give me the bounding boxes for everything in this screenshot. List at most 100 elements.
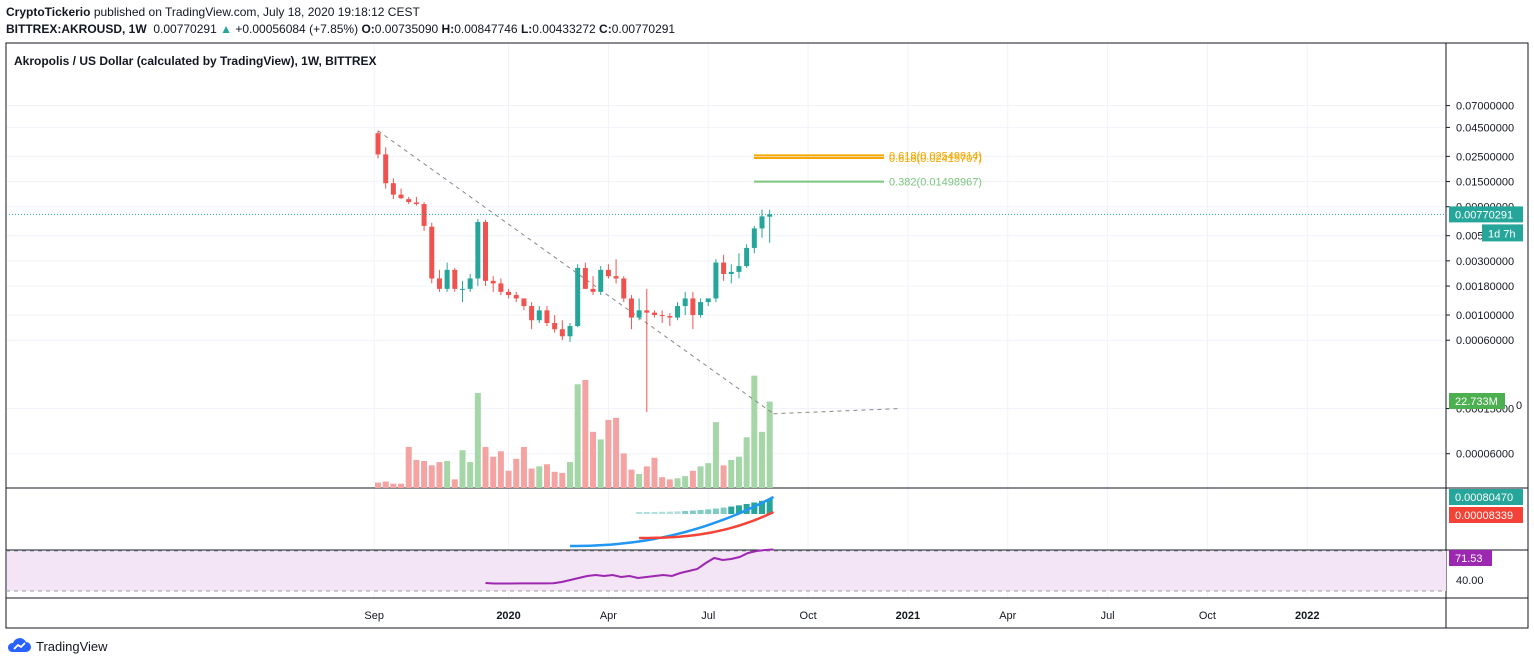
last-price-tag xyxy=(1449,206,1523,223)
rsi-panel xyxy=(6,548,1446,592)
candle-body xyxy=(475,222,481,279)
rsi-line xyxy=(485,548,774,585)
candle-body xyxy=(598,269,604,292)
candle-body xyxy=(605,269,611,277)
volume-bars xyxy=(375,375,773,488)
candle-body xyxy=(552,323,558,330)
volume-bar xyxy=(505,470,512,488)
price-tick-label: 0.00060000 xyxy=(1456,335,1514,347)
volume-bar xyxy=(751,375,758,488)
fibonacci-levels: 0.618(0.02415707)0.618(0.02549814) 0.382(… xyxy=(754,150,982,189)
volume-bar xyxy=(497,451,504,488)
price-tick-label-partial: 0 xyxy=(1516,400,1522,412)
indicator-histogram-bar xyxy=(682,511,689,514)
volume-bar xyxy=(390,483,397,488)
candle-body xyxy=(636,310,642,318)
volume-bar xyxy=(536,466,543,488)
up-arrow-icon: ▲ xyxy=(220,22,232,36)
volume-bar xyxy=(712,422,719,488)
low-label: L: xyxy=(520,22,533,36)
volume-bar xyxy=(543,464,550,488)
time-tick-label: Apr xyxy=(600,610,617,622)
volume-bar xyxy=(567,462,573,488)
candle-body xyxy=(659,315,665,317)
volume-bar xyxy=(398,483,405,488)
chart-legend-title: Akropolis / US Dollar (calculated by Tra… xyxy=(14,54,377,68)
volume-bar xyxy=(651,457,658,488)
candle-body xyxy=(675,306,681,318)
volume-bar xyxy=(666,479,673,488)
candle-body xyxy=(452,269,458,289)
rsi-tag xyxy=(1449,550,1492,566)
trendline-extension xyxy=(773,408,901,415)
volume-bar xyxy=(597,439,604,488)
volume-bar xyxy=(728,459,735,488)
volume-bar xyxy=(705,463,712,488)
volume-bar xyxy=(674,478,681,488)
candle-body xyxy=(582,267,588,289)
candle-body xyxy=(744,247,750,267)
symbol-label: BITTREX:AKROUSD, 1W xyxy=(6,22,147,36)
volume-bar xyxy=(482,446,489,488)
volume-bar xyxy=(743,437,750,488)
volume-bar xyxy=(643,466,650,488)
candle-body xyxy=(375,133,381,155)
time-axis: Sep 2020 Apr Jul Oct 2021 Apr Jul Oct 2022 xyxy=(364,610,1319,622)
volume-bar xyxy=(574,384,581,488)
author-name[interactable]: CryptoTickerio xyxy=(6,5,91,19)
indicator-histogram-bar xyxy=(735,505,742,514)
candle-body xyxy=(698,302,704,316)
price-tick-label: 0.00006000 xyxy=(1456,449,1514,461)
indicator-histogram-bar xyxy=(705,509,712,514)
indicator-histogram-bar xyxy=(689,510,696,514)
candle-body xyxy=(621,278,627,299)
candle-body xyxy=(498,283,504,292)
change-value: +0.00056084 (+7.85%) xyxy=(235,22,359,36)
candle-body xyxy=(436,278,442,289)
indicator-tag-1 xyxy=(1449,489,1523,505)
price-tick-label: 0.00100000 xyxy=(1456,310,1514,322)
candle-body xyxy=(398,194,404,199)
volume-bar xyxy=(590,431,597,488)
high-label: H: xyxy=(441,22,455,36)
time-tick-label: Jul xyxy=(701,610,715,622)
tradingview-logo[interactable]: TradingView xyxy=(6,638,108,654)
candle-body xyxy=(759,216,765,229)
volume-bar xyxy=(421,461,428,488)
candle-body xyxy=(490,280,496,284)
candle-body xyxy=(628,298,634,318)
volume-bar xyxy=(405,446,412,488)
candles xyxy=(375,130,773,412)
candle-body xyxy=(444,269,450,289)
candle-body xyxy=(413,202,419,205)
time-tick-label: Sep xyxy=(364,610,384,622)
volume-bar xyxy=(636,473,643,488)
volume-bar xyxy=(474,392,481,488)
candle-body xyxy=(467,278,473,289)
open-label: O: xyxy=(361,22,375,36)
volume-bar xyxy=(689,470,696,488)
close-label: C: xyxy=(599,22,612,36)
chart-frame xyxy=(5,42,1529,629)
countdown-tag-label: 1d 7h xyxy=(1488,228,1516,240)
indicator-histogram-bar xyxy=(666,511,673,514)
close-value: 0.00770291 xyxy=(611,22,676,36)
candle-body xyxy=(506,291,512,296)
last-price-value: 0.00770291 xyxy=(153,22,217,36)
indicator-histogram-bar xyxy=(659,511,666,514)
volume-bar xyxy=(467,462,474,488)
volume-bar xyxy=(720,465,727,488)
candle-body xyxy=(644,310,650,313)
grid-lines xyxy=(6,43,1446,598)
rsi-band xyxy=(7,551,1446,591)
volume-bar xyxy=(620,453,627,488)
rsi-level-label: 40.00 xyxy=(1456,575,1484,587)
indicator-histogram-bar xyxy=(674,511,681,514)
volume-tag xyxy=(1449,393,1505,409)
time-tick-label: Oct xyxy=(1199,610,1216,622)
price-tick-label: 0.02500000 xyxy=(1456,151,1514,163)
indicator-histogram-bar xyxy=(728,506,735,514)
volume-bar xyxy=(520,446,527,488)
indicator-histogram-bar xyxy=(697,510,704,514)
